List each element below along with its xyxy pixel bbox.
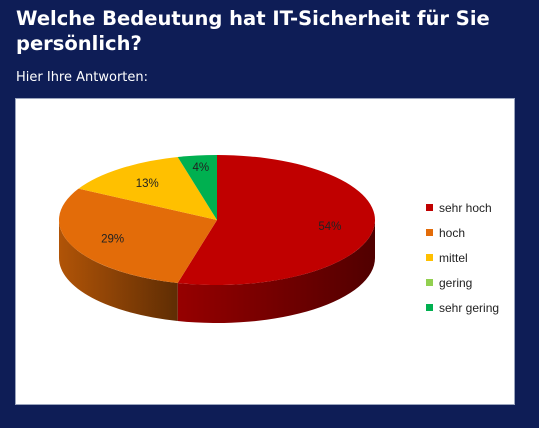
legend-label: hoch xyxy=(439,225,466,240)
pie-chart: 54% 29% 13% 4% xyxy=(59,155,376,323)
legend-swatch xyxy=(426,204,433,211)
legend-item-gering: gering xyxy=(426,270,499,295)
page-subtitle: Hier Ihre Antworten: xyxy=(16,70,148,85)
data-label-mittel: 13% xyxy=(136,178,159,190)
legend-label: mittel xyxy=(439,250,468,265)
page-title: Welche Bedeutung hat IT-Sicherheit für S… xyxy=(16,7,490,55)
legend-swatch xyxy=(426,304,433,311)
legend-item-sehr-hoch: sehr hoch xyxy=(426,195,499,220)
chart-panel: 54% 29% 13% 4% sehr hoch hoch mittel gering seh… xyxy=(15,98,515,405)
pie-top xyxy=(59,155,376,285)
legend-swatch xyxy=(426,229,433,236)
pie-sides xyxy=(59,220,375,323)
legend-label: gering xyxy=(439,275,473,290)
legend-label: sehr hoch xyxy=(439,200,492,215)
legend-swatch xyxy=(426,279,433,286)
legend-swatch xyxy=(426,254,433,261)
pie-slice-mittel xyxy=(78,157,217,220)
legend-item-mittel: mittel xyxy=(426,245,499,270)
pie-slice-sehr-hoch xyxy=(177,155,376,285)
chart-legend: sehr hoch hoch mittel gering sehr gering xyxy=(426,195,499,320)
legend-item-sehr-gering: sehr gering xyxy=(426,295,499,320)
data-label-hoch: 29% xyxy=(101,234,124,246)
legend-item-hoch: hoch xyxy=(426,220,499,245)
legend-label: sehr gering xyxy=(439,300,500,315)
data-label-sehr-gering: 4% xyxy=(192,162,209,174)
data-label-sehr-hoch: 54% xyxy=(318,221,341,233)
pie-slice-hoch xyxy=(59,188,217,283)
pie-slice-sehr-gering xyxy=(177,155,217,220)
pie-side-hoch xyxy=(59,220,178,321)
pie-side-sehr-hoch xyxy=(177,220,375,323)
